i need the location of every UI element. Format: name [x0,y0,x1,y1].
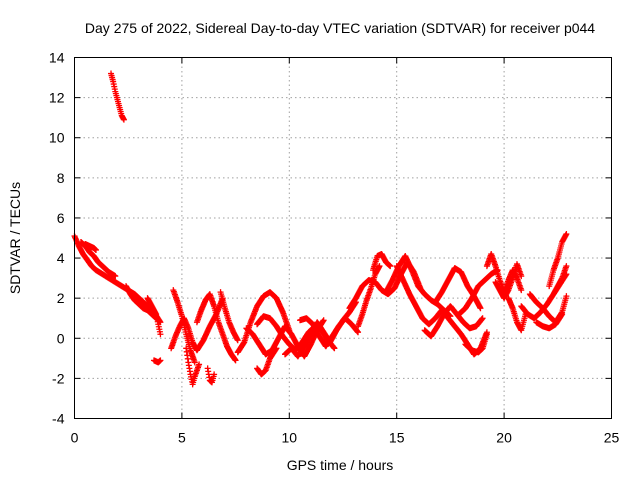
y-axis-label: SDTVAR / TECUs [7,182,23,294]
x-tick-label: 15 [389,430,405,446]
chart-title: Day 275 of 2022, Sidereal Day-to-day VTE… [85,20,595,36]
data-point [196,361,203,368]
data-point [92,247,99,254]
data-point [483,331,490,338]
data-point [157,357,164,364]
y-tick-labels: -4 -2 0 2 4 6 8 10 12 14 [49,50,65,427]
y-tick-label: 8 [57,170,65,186]
x-tick-label: 25 [604,430,620,446]
data-point [273,345,280,352]
data-point [211,371,218,378]
y-tick-label: 6 [57,210,65,226]
x-tick-label: 5 [178,430,186,446]
data-points [71,70,570,388]
y-tick-label: -2 [52,370,65,386]
x-axis-label: GPS time / hours [287,457,394,473]
data-point [112,273,119,280]
data-point [191,359,198,366]
y-tick-label: -4 [52,411,65,427]
data-point [559,311,566,318]
x-tick-label: 0 [71,430,79,446]
x-tick-label: 20 [496,430,512,446]
x-tick-label: 10 [282,430,298,446]
y-tick-label: 14 [49,50,65,66]
data-point [563,263,570,270]
y-tick-label: 12 [49,90,65,106]
axis-ticks [74,57,612,419]
y-tick-label: 10 [49,130,65,146]
data-point [320,317,327,324]
data-point [518,287,525,294]
data-point [355,329,362,336]
data-point [157,331,164,338]
data-point [232,357,239,364]
data-point [331,345,338,352]
data-point [518,273,525,280]
data-point [479,315,486,322]
data-point [477,305,484,312]
x-tick-labels: 0 5 10 15 20 25 [71,430,620,446]
data-point [234,337,241,344]
data-point [120,116,127,123]
data-point [376,263,383,270]
y-tick-label: 4 [57,250,65,266]
grid [74,57,612,419]
data-point [563,293,570,300]
data-point [387,263,394,270]
plot-frame [74,57,612,419]
y-tick-label: 0 [57,330,65,346]
data-point [563,230,570,237]
y-tick-label: 2 [57,290,65,306]
